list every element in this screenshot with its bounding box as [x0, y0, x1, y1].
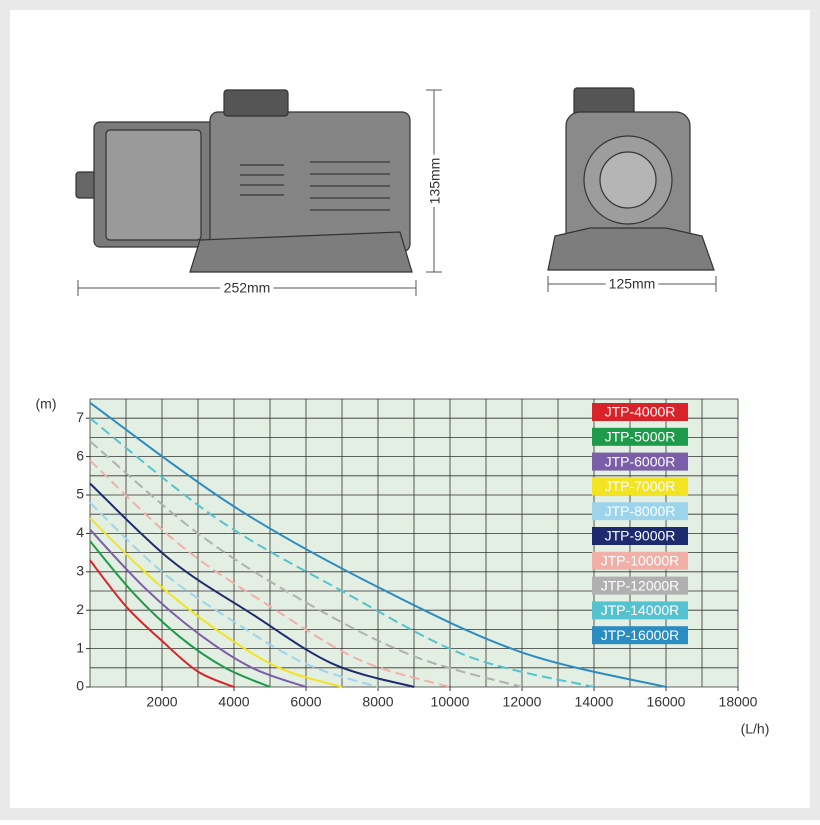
legend-swatch	[592, 452, 688, 471]
width-label: 125mm	[609, 276, 656, 292]
curve	[89, 482, 415, 688]
x-tick-label: 16000	[647, 694, 686, 710]
curve	[89, 459, 451, 688]
y-tick-label: 7	[76, 409, 84, 425]
x-tick-label: 6000	[290, 694, 321, 710]
y-tick-label: 5	[76, 486, 84, 502]
y-axis-label: (m)	[36, 396, 57, 412]
legend-swatch	[592, 576, 688, 595]
curve	[89, 559, 235, 688]
legend-swatch	[592, 427, 688, 446]
length-label: 252mm	[224, 280, 271, 296]
curve	[89, 540, 271, 688]
y-tick-label: 2	[76, 601, 84, 617]
x-tick-label: 10000	[431, 694, 470, 710]
x-tick-label: 2000	[146, 694, 177, 710]
legend-swatch	[592, 527, 688, 545]
legend-label: JTP-16000R	[601, 627, 680, 643]
pump-front-view	[547, 87, 715, 271]
legend-label: JTP-8000R	[605, 503, 676, 519]
legend-label: JTP-9000R	[605, 528, 676, 544]
legend-label: JTP-14000R	[601, 602, 680, 618]
legend-swatch	[592, 403, 688, 421]
height-label: 135mm	[427, 158, 443, 205]
y-tick-label: 0	[76, 678, 84, 694]
x-tick-label: 8000	[362, 694, 393, 710]
curve	[89, 528, 307, 688]
legend-label: JTP-6000R	[605, 453, 676, 469]
pump-side-view	[75, 89, 413, 273]
x-tick-label: 4000	[218, 694, 249, 710]
x-axis-label: (L/h)	[741, 721, 770, 737]
curve	[89, 501, 379, 688]
legend-swatch	[592, 601, 688, 620]
curve	[89, 440, 523, 688]
dimension-lines	[77, 89, 717, 296]
legend-label: JTP-10000R	[601, 553, 680, 569]
legend-label: JTP-5000R	[605, 429, 676, 445]
y-tick-label: 1	[76, 639, 84, 655]
legend-swatch	[592, 626, 688, 645]
x-tick-label: 12000	[503, 694, 542, 710]
y-tick-label: 3	[76, 563, 84, 579]
legend-label: JTP-7000R	[605, 478, 676, 494]
x-tick-label: 14000	[575, 694, 614, 710]
legend-label: JTP-12000R	[601, 577, 680, 593]
curve	[89, 402, 667, 688]
plot: 0 1 2 3 4 5 6 7 2000 4000 6000 8000 10000 12000 14000 1…	[76, 398, 758, 710]
x-tick-label: 18000	[719, 694, 758, 710]
curve	[89, 517, 343, 688]
legend-swatch	[592, 502, 688, 521]
y-tick-label: 6	[76, 447, 84, 463]
legend-swatch	[592, 477, 688, 496]
legend-swatch	[592, 551, 688, 570]
curve	[89, 417, 595, 688]
y-tick-label: 4	[76, 524, 84, 540]
legend-label: JTP-4000R	[605, 404, 676, 420]
